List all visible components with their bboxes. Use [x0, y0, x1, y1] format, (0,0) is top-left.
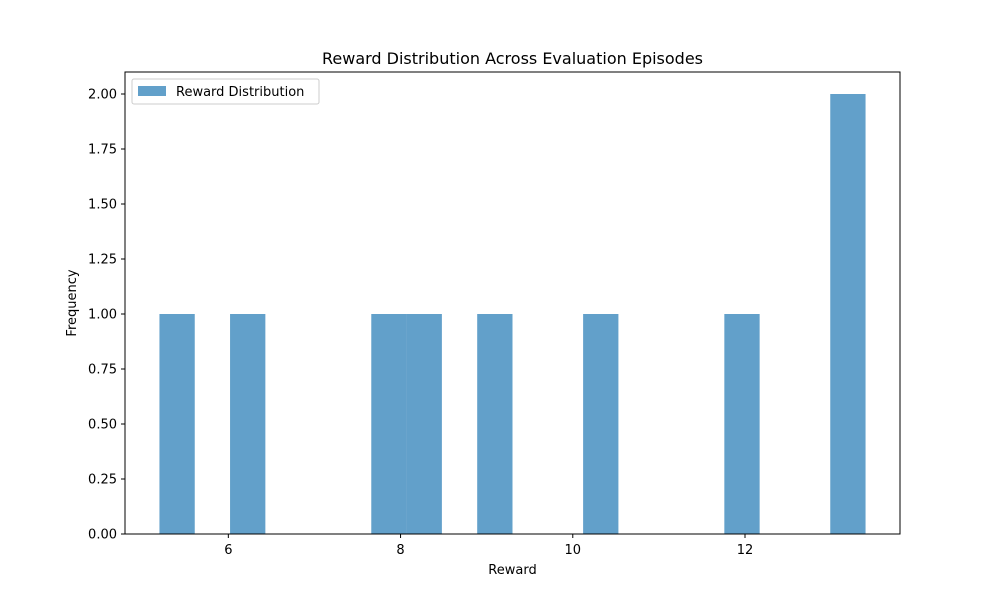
legend-label: Reward Distribution	[176, 85, 304, 100]
chart-title: Reward Distribution Across Evaluation Ep…	[322, 49, 703, 68]
y-tick-label: 0.50	[88, 418, 117, 433]
x-tick-label: 12	[737, 543, 754, 558]
bars-group	[159, 94, 866, 534]
y-tick-label: 0.25	[88, 473, 117, 488]
histogram-bar	[406, 314, 442, 534]
x-axis-label: Reward	[488, 563, 536, 578]
y-tick-label: 0.00	[88, 528, 117, 543]
histogram-bar	[724, 314, 760, 534]
y-tick-label: 1.50	[88, 198, 117, 213]
x-tick-label: 8	[396, 543, 404, 558]
histogram-bar	[830, 94, 866, 534]
legend-frame	[131, 78, 320, 105]
y-tick-label: 1.00	[88, 308, 117, 323]
histogram-bar	[477, 314, 513, 534]
legend-swatch	[138, 86, 166, 96]
histogram-bar	[371, 314, 407, 534]
plot-area-frame	[124, 71, 901, 535]
y-axis-label: Frequency	[65, 269, 80, 336]
y-tick-label: 0.75	[88, 363, 117, 378]
y-tick-label: 1.25	[88, 253, 117, 268]
legend: Reward Distribution	[131, 78, 320, 105]
y-axis-ticks: 0.00 0.25 0.50 0.75 1.00 1.25 1.50 1.75 2.00	[88, 88, 125, 543]
histogram-bar	[230, 314, 266, 534]
histogram-bar	[159, 314, 195, 534]
x-tick-label: 6	[224, 543, 232, 558]
y-tick-label: 2.00	[88, 88, 117, 103]
y-tick-label: 1.75	[88, 143, 117, 158]
x-tick-label: 10	[565, 543, 582, 558]
histogram-bar	[583, 314, 619, 534]
x-axis-ticks: 6 8 10 12	[224, 534, 753, 558]
